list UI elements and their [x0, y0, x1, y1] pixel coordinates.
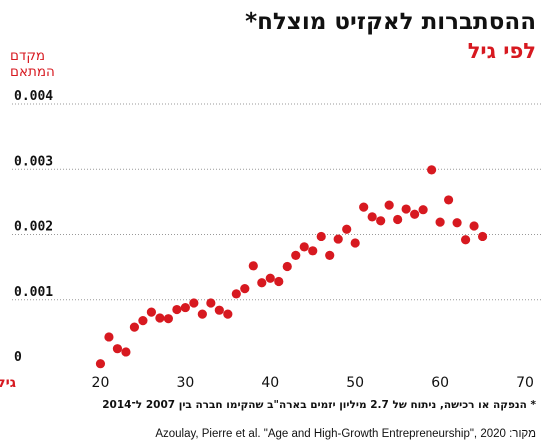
data-point — [257, 278, 267, 288]
data-point — [333, 234, 343, 244]
y-tick-labels: 0 0.001 0.002 0.003 0.004 — [14, 89, 53, 365]
data-point — [231, 289, 241, 299]
x-tick-labels: 20 30 40 50 60 70 — [92, 375, 534, 391]
y-axis-label-line-1: מקדם — [10, 48, 46, 64]
data-point — [206, 298, 216, 308]
y-tick-label: 0.002 — [14, 220, 53, 235]
data-point — [469, 221, 479, 231]
data-point — [308, 246, 318, 256]
data-point — [316, 231, 326, 242]
data-point — [401, 204, 411, 214]
data-point — [146, 307, 157, 317]
data-point — [427, 165, 437, 175]
data-point — [214, 305, 224, 315]
data-point — [265, 273, 275, 283]
data-point — [189, 298, 199, 308]
data-point — [197, 309, 207, 319]
x-axis-label: גיל — [0, 375, 16, 391]
x-tick-label: 70 — [516, 375, 534, 391]
data-point — [180, 302, 190, 313]
data-point — [418, 205, 428, 215]
y-tick-label: 0.004 — [14, 89, 53, 104]
data-point — [172, 304, 182, 315]
data-point — [359, 202, 369, 212]
data-points — [95, 165, 488, 369]
y-axis-label: מקדם המתאם — [10, 48, 94, 80]
data-point — [121, 347, 131, 357]
x-tick-label: 40 — [261, 375, 279, 391]
data-point — [104, 332, 114, 342]
data-point — [282, 261, 292, 272]
data-point — [240, 284, 250, 294]
source-credit: מקור: Azoulay, Pierre et al. "Age and Hi… — [155, 428, 536, 440]
data-point — [452, 218, 462, 228]
x-tick-label: 60 — [431, 375, 449, 391]
x-tick-label: 20 — [92, 375, 110, 391]
gridlines — [12, 103, 542, 301]
data-point — [367, 212, 377, 222]
x-tick-label: 50 — [346, 375, 364, 391]
y-tick-label: 0.001 — [14, 285, 53, 300]
data-point — [112, 344, 123, 354]
data-point — [435, 217, 445, 227]
data-point — [299, 242, 309, 252]
data-point — [460, 235, 471, 245]
y-tick-label: 0 — [14, 350, 22, 365]
data-point — [129, 322, 140, 332]
data-point — [138, 316, 148, 326]
y-axis-label-line-2: המתאם — [10, 64, 55, 80]
data-point — [410, 209, 420, 219]
data-point — [477, 231, 488, 242]
data-point — [155, 313, 165, 323]
chart-subtitle: לפי גיל — [467, 39, 536, 63]
data-point — [342, 224, 352, 234]
data-point — [163, 314, 173, 324]
data-point — [223, 309, 233, 319]
data-point — [393, 214, 403, 225]
data-point — [350, 238, 360, 248]
data-point — [376, 216, 386, 226]
footnote: * הנפקה או רכישה, ניתוח של 2.7 מיליון יז… — [102, 399, 536, 411]
data-point — [325, 250, 335, 260]
data-point — [443, 195, 454, 205]
data-point — [291, 250, 301, 260]
data-point — [248, 261, 258, 271]
data-point — [274, 276, 284, 287]
data-point — [384, 200, 394, 210]
data-point — [95, 359, 106, 369]
x-tick-label: 30 — [176, 375, 194, 391]
chart-title: ההסתברות לאקזיט מוצלח* — [245, 9, 536, 35]
y-tick-label: 0.003 — [14, 154, 53, 169]
